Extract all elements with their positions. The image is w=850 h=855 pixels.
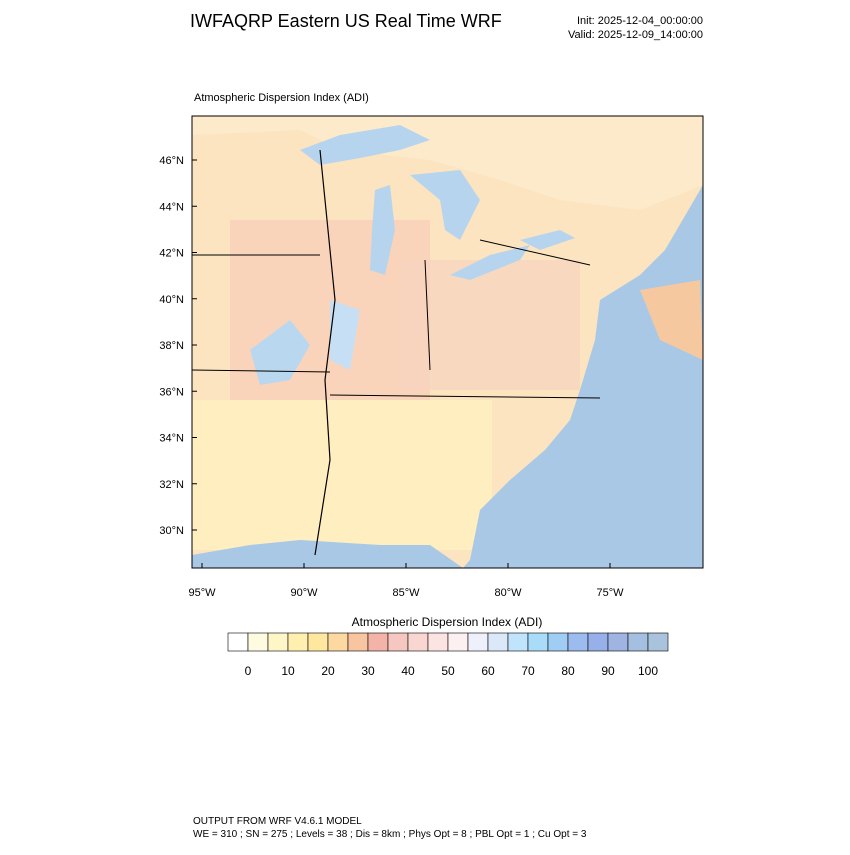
colorbar-box <box>367 632 389 652</box>
colorbar-label: 60 <box>481 664 495 678</box>
colorbar-label: 70 <box>521 664 535 678</box>
lon-label: 90°W <box>290 587 318 599</box>
colorbar-box <box>227 632 249 652</box>
lon-labels: 95°W 90°W 85°W 80°W 75°W <box>188 563 624 599</box>
title: IWFAQRP Eastern US Real Time WRF <box>190 11 502 31</box>
gulf <box>192 540 463 568</box>
colorbar-box <box>607 632 629 652</box>
colorbar-box <box>287 632 309 652</box>
low-region <box>330 300 360 370</box>
colorbar-label: 10 <box>281 664 295 678</box>
colorbar-label: 80 <box>561 664 575 678</box>
colorbar-box <box>507 632 529 652</box>
lake-erie <box>450 245 530 280</box>
colorbar-box <box>467 632 489 652</box>
ocean-shade <box>640 280 703 360</box>
footer-line: WE = 310 ; SN = 275 ; Levels = 38 ; Dis … <box>193 829 587 840</box>
canada <box>192 116 703 210</box>
state-borders <box>191 239 601 399</box>
colorbar-label: 90 <box>601 664 615 678</box>
lake-superior <box>300 125 430 165</box>
colorbar-box <box>627 632 649 652</box>
colorbar-box <box>547 632 569 652</box>
lat-label: 32°N <box>159 479 184 491</box>
lat-label: 40°N <box>159 294 184 306</box>
valid-time: Valid: 2025-12-09_14:00:00 <box>568 29 703 41</box>
lat-label: 34°N <box>159 433 184 445</box>
colorbar-box <box>527 632 549 652</box>
colorbar-label: 30 <box>361 664 375 678</box>
colorbar-box <box>387 632 409 652</box>
lon-label: 95°W <box>188 587 216 599</box>
lat-label: 42°N <box>159 248 184 260</box>
colorbar-label: 20 <box>321 664 335 678</box>
colorbar-box <box>247 632 269 652</box>
map <box>191 115 704 569</box>
lat-label: 36°N <box>159 386 184 398</box>
colorbar-box <box>427 632 449 652</box>
lon-label: 80°W <box>494 587 522 599</box>
lake-michigan <box>370 185 395 275</box>
land-shade <box>192 400 492 550</box>
colorbar: 0 10 20 30 40 50 60 70 80 90 100 <box>227 632 669 678</box>
lat-label: 44°N <box>159 201 184 213</box>
lat-labels: 46°N 44°N 42°N 40°N 38°N 36°N 34°N 32°N 30°N <box>159 155 197 537</box>
low-region <box>250 320 310 385</box>
ocean <box>463 185 703 568</box>
lon-label: 75°W <box>596 587 624 599</box>
init-time: Init: 2025-12-04_00:00:00 <box>577 15 703 27</box>
colorbar-box <box>347 632 369 652</box>
river-border <box>314 149 336 556</box>
colorbar-box <box>307 632 329 652</box>
colorbar-label: 50 <box>441 664 455 678</box>
colorbar-title: Atmospheric Dispersion Index (ADI) <box>352 615 543 629</box>
colorbar-label: 100 <box>638 664 658 678</box>
colorbar-box <box>567 632 589 652</box>
lat-label: 38°N <box>159 340 184 352</box>
colorbar-box <box>407 632 429 652</box>
lake-ontario <box>520 230 575 250</box>
lake-huron <box>410 170 480 240</box>
lon-label: 85°W <box>392 587 420 599</box>
colorbar-box <box>587 632 609 652</box>
colorbar-box <box>267 632 289 652</box>
map-title: Atmospheric Dispersion Index (ADI) <box>194 92 369 104</box>
colorbar-label: 40 <box>401 664 415 678</box>
map-frame <box>191 115 704 569</box>
lat-label: 30°N <box>159 525 184 537</box>
colorbar-box <box>487 632 509 652</box>
lat-label: 46°N <box>159 155 184 167</box>
colorbar-label: 0 <box>245 664 252 678</box>
colorbar-box <box>327 632 349 652</box>
colorbar-box <box>447 632 469 652</box>
footer-line: OUTPUT FROM WRF V4.6.1 MODEL <box>193 816 362 827</box>
land-shade <box>400 260 580 390</box>
colorbar-box <box>647 632 669 652</box>
